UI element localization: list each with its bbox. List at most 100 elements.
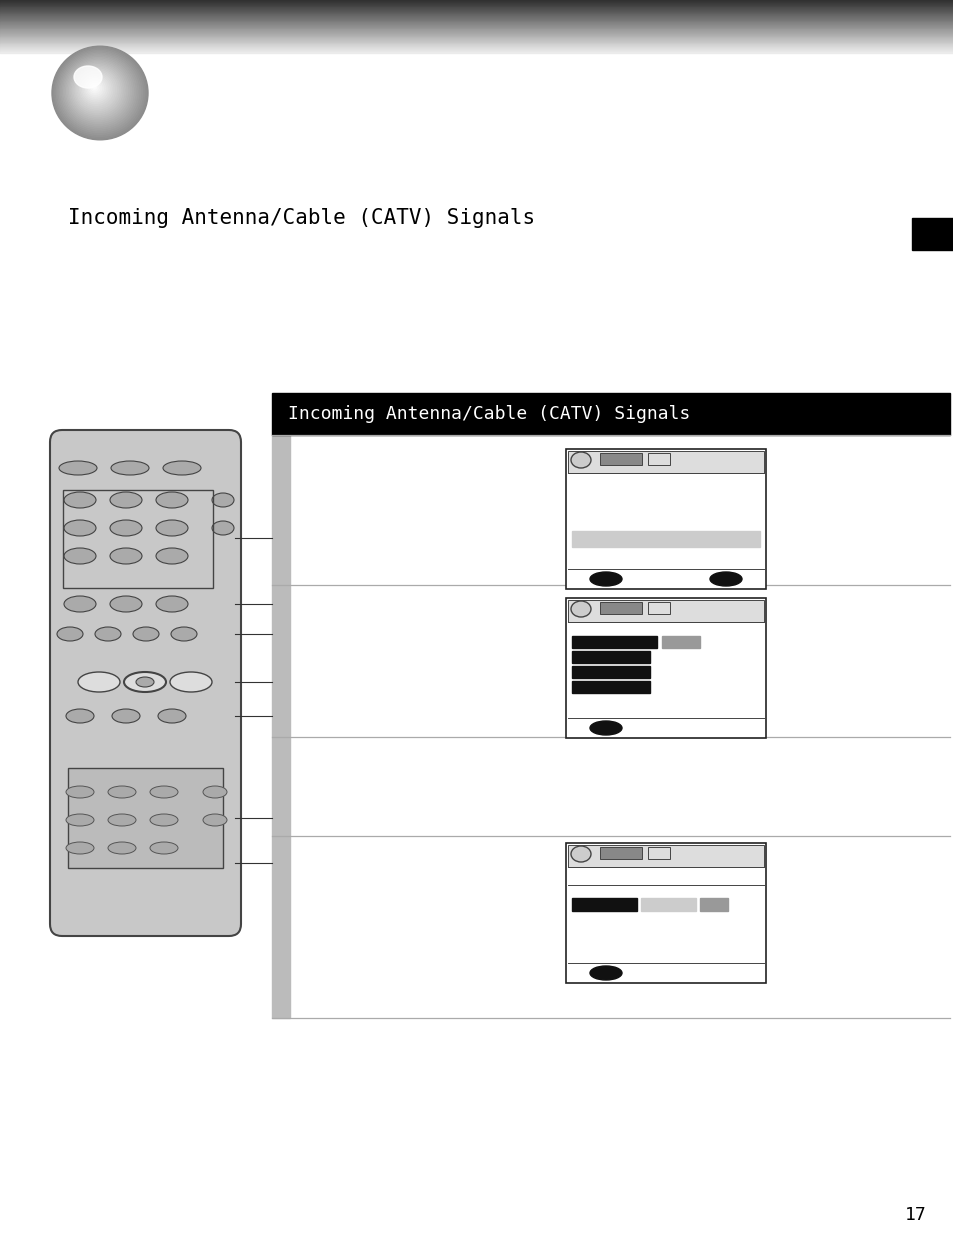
Ellipse shape: [53, 48, 146, 138]
Ellipse shape: [136, 677, 153, 687]
Ellipse shape: [61, 54, 136, 128]
Bar: [0, 12, 953, 14]
Text: Incoming Antenna/Cable (CATV) Signals: Incoming Antenna/Cable (CATV) Signals: [288, 405, 690, 424]
Ellipse shape: [709, 572, 741, 585]
Ellipse shape: [73, 68, 120, 112]
Bar: [572, 651, 649, 663]
Bar: [0, 42, 953, 43]
Ellipse shape: [64, 492, 96, 508]
Ellipse shape: [86, 79, 105, 98]
Bar: [0, 41, 953, 42]
Bar: [0, 16, 953, 17]
Ellipse shape: [110, 548, 142, 564]
Bar: [0, 25, 953, 26]
Bar: [0, 14, 953, 15]
Bar: [0, 9, 953, 10]
Bar: [0, 27, 953, 28]
Bar: [272, 393, 949, 435]
Ellipse shape: [110, 597, 142, 613]
Ellipse shape: [80, 73, 112, 105]
Bar: [911, 219, 953, 249]
Ellipse shape: [75, 69, 118, 111]
Bar: [647, 453, 669, 466]
Ellipse shape: [56, 51, 142, 135]
Bar: [0, 40, 953, 42]
Text: Incoming Antenna/Cable (CATV) Signals: Incoming Antenna/Cable (CATV) Signals: [68, 207, 535, 228]
Ellipse shape: [150, 814, 178, 826]
Ellipse shape: [589, 966, 621, 981]
Bar: [567, 600, 763, 622]
Bar: [647, 601, 669, 614]
Ellipse shape: [111, 461, 149, 475]
Ellipse shape: [81, 74, 111, 104]
Ellipse shape: [110, 492, 142, 508]
Ellipse shape: [112, 709, 140, 722]
Bar: [0, 49, 953, 51]
Bar: [572, 531, 760, 547]
Bar: [0, 26, 953, 27]
Bar: [0, 0, 953, 1]
Bar: [0, 38, 953, 40]
Ellipse shape: [58, 52, 140, 132]
Bar: [0, 46, 953, 47]
Bar: [572, 666, 649, 678]
Bar: [661, 636, 700, 648]
Ellipse shape: [55, 49, 144, 136]
Bar: [572, 680, 649, 693]
Bar: [0, 6, 953, 7]
Bar: [0, 2, 953, 5]
Bar: [0, 47, 953, 48]
Ellipse shape: [212, 521, 233, 535]
Bar: [0, 43, 953, 44]
Ellipse shape: [156, 492, 188, 508]
Bar: [599, 453, 641, 466]
Ellipse shape: [64, 597, 96, 613]
Bar: [0, 30, 953, 31]
Bar: [565, 598, 765, 739]
Ellipse shape: [83, 75, 109, 101]
Bar: [63, 490, 213, 588]
Ellipse shape: [163, 461, 201, 475]
Bar: [0, 10, 953, 11]
Bar: [0, 43, 953, 44]
Ellipse shape: [150, 842, 178, 853]
Bar: [567, 451, 763, 473]
Ellipse shape: [64, 548, 96, 564]
Bar: [0, 35, 953, 36]
Bar: [565, 844, 765, 983]
Bar: [0, 36, 953, 37]
Bar: [0, 6, 953, 7]
Bar: [0, 4, 953, 5]
Bar: [599, 601, 641, 614]
Ellipse shape: [95, 627, 121, 641]
Ellipse shape: [108, 814, 136, 826]
Bar: [0, 40, 953, 41]
Bar: [572, 898, 637, 911]
Ellipse shape: [90, 83, 100, 93]
Bar: [0, 21, 953, 22]
Ellipse shape: [70, 63, 126, 119]
Ellipse shape: [74, 65, 102, 88]
Ellipse shape: [132, 627, 159, 641]
Ellipse shape: [76, 70, 116, 109]
Bar: [0, 49, 953, 51]
Bar: [0, 48, 953, 49]
Ellipse shape: [57, 627, 83, 641]
Text: 17: 17: [904, 1207, 926, 1224]
Bar: [0, 9, 953, 11]
Bar: [0, 7, 953, 9]
Bar: [640, 898, 696, 911]
Bar: [0, 32, 953, 33]
Ellipse shape: [89, 82, 102, 95]
Ellipse shape: [72, 65, 122, 115]
Bar: [0, 20, 953, 21]
Bar: [0, 31, 953, 32]
FancyBboxPatch shape: [50, 430, 241, 936]
Bar: [0, 21, 953, 23]
Bar: [0, 12, 953, 14]
Bar: [0, 31, 953, 32]
Ellipse shape: [52, 46, 148, 140]
Bar: [272, 435, 290, 1018]
Ellipse shape: [203, 814, 227, 826]
Ellipse shape: [78, 72, 114, 107]
